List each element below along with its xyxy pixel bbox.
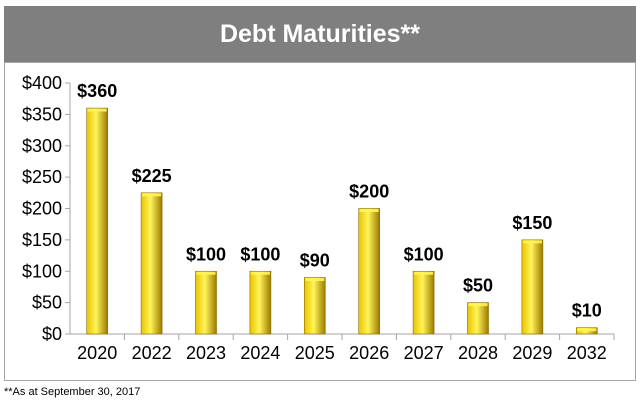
bar xyxy=(303,277,326,335)
chart-title: Debt Maturities** xyxy=(219,19,421,48)
bar-top-highlight xyxy=(359,209,379,212)
bar xyxy=(412,270,435,335)
x-tick-label: 2027 xyxy=(404,343,444,363)
x-tick-label: 2020 xyxy=(77,343,117,363)
y-tick-label: $200 xyxy=(22,199,62,219)
bar-top-highlight xyxy=(414,271,434,275)
bar xyxy=(521,239,544,335)
x-tick-label: 2032 xyxy=(567,343,607,363)
chart-axes: $0 $50 $100 $150 $200 $250 $300 $350 $400 2020 202… xyxy=(22,73,615,363)
bar xyxy=(467,302,489,335)
data-label: $100 xyxy=(240,244,280,264)
data-label: $225 xyxy=(132,166,172,186)
bar-top-highlight xyxy=(468,303,488,307)
y-tick-label: $100 xyxy=(22,261,62,281)
bar xyxy=(358,208,381,335)
bar-series xyxy=(86,107,598,335)
data-label: $150 xyxy=(512,213,552,233)
chart-title-banner: Debt Maturities** xyxy=(4,6,636,62)
data-label: $50 xyxy=(463,276,493,296)
y-tick-label: $400 xyxy=(22,73,62,93)
x-tick-label: 2029 xyxy=(512,343,552,363)
bar-top-highlight xyxy=(87,108,107,112)
x-tick-label: 2022 xyxy=(132,343,172,363)
data-label: $10 xyxy=(572,301,602,321)
data-label: $200 xyxy=(349,182,389,202)
data-label: $90 xyxy=(300,251,330,271)
bar-top-highlight xyxy=(305,278,325,282)
y-tick-label: $150 xyxy=(22,230,62,250)
y-tick-label: $0 xyxy=(42,324,62,344)
y-tick-label: $300 xyxy=(22,136,62,156)
bar-chart: $0 $50 $100 $150 $200 $250 $300 $350 $400 2020 202… xyxy=(22,73,615,363)
bar xyxy=(195,270,217,335)
data-label: $360 xyxy=(77,81,117,101)
bar xyxy=(86,107,108,335)
bar-top-highlight xyxy=(522,240,542,244)
x-tick-label: 2025 xyxy=(295,343,335,363)
bar xyxy=(249,270,272,335)
bar-top-highlight xyxy=(196,271,216,275)
data-label: $100 xyxy=(186,244,226,264)
bar xyxy=(140,192,163,335)
data-label: $100 xyxy=(404,244,444,264)
x-tick-label: 2028 xyxy=(458,343,498,363)
data-labels: $360 $225 $100 $100 $90 $200 $100 $50 $150 $10 xyxy=(77,81,602,321)
bar-top-highlight xyxy=(142,193,162,197)
x-tick-label: 2023 xyxy=(186,343,226,363)
y-tick-label: $350 xyxy=(22,104,62,124)
x-tick-label: 2024 xyxy=(240,343,280,363)
y-tick-label: $50 xyxy=(32,293,62,313)
x-tick-label: 2026 xyxy=(349,343,389,363)
bar-top-highlight xyxy=(250,271,270,275)
footnote: **As at September 30, 2017 xyxy=(4,386,141,398)
bar-top-highlight xyxy=(577,328,597,332)
y-tick-label: $250 xyxy=(22,167,62,187)
